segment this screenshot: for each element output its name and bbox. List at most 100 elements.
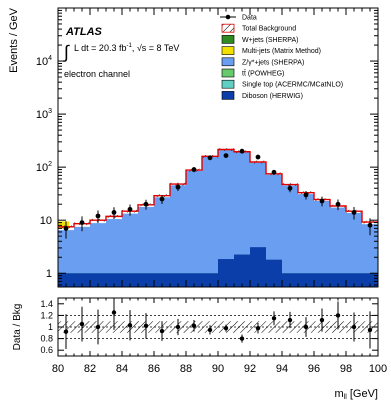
zgamma-bar [314,200,330,287]
legend-data-marker [225,14,231,20]
zgamma-bar [218,150,234,287]
x-tick-label: 96 [308,363,320,375]
x-tick-label: 94 [276,363,288,375]
diboson-bar [250,247,266,287]
zgamma-bar [186,170,202,287]
x-tick-label: 88 [180,363,192,375]
legend-color-swatch [221,35,235,44]
diboson-bar [314,273,330,287]
diboson-bar [362,273,378,287]
data-point [159,196,165,202]
x-axis-title: mll [GeV] [335,388,378,401]
legend-color-swatch [221,46,235,55]
legend: Data Total Background W+jets (SHERPA) Multi… [220,15,343,100]
zgamma-bar [234,152,250,287]
diboson-bar [298,273,314,287]
legend-color-swatch [221,91,235,100]
zgamma-bar [330,207,346,287]
data-point [95,213,101,219]
ratio-point [255,325,261,331]
legend-label: Data [242,15,257,22]
data-point [239,148,245,154]
legend-color-swatch [221,57,235,67]
multijet-bar [58,221,70,229]
diboson-bar [90,273,106,287]
legend-label: Multi-jets (Matrix Method) [242,48,321,55]
data-point [303,192,309,198]
diboson-bar [186,273,202,287]
data-point [255,154,261,160]
diboson-bar [202,273,218,287]
ratio-point [207,327,213,333]
data-point [143,201,149,207]
luminosity-label: L dt = 20.3 fb-1, √s = 8 TeV [74,43,179,53]
legend-label: Z/γ*+jets (SHERPA) [242,59,304,66]
x-tick-label: 86 [148,363,160,375]
data-point [335,201,341,207]
diboson-bar [154,273,170,287]
legend-label: Total Background [242,26,296,33]
ratio-gridlines [58,314,378,340]
x-axis-tick-labels: 80 82 84 86 88 90 92 94 96 98 100 [52,363,387,375]
y-tick-label-base: 10 [36,109,48,121]
luminosity-superscript: -1 [126,43,132,49]
data-point [127,206,133,212]
legend-label: Single top (ACERMC/MCatNLO) [242,82,343,89]
data-point [271,169,277,175]
ratio-point [335,313,341,318]
experiment-label: ATLAS [65,26,103,38]
data-point [367,222,373,228]
ratio-point [319,317,325,323]
y-axis-title: Events / GeV [8,7,20,72]
ratio-point [239,336,245,341]
background-stack [58,150,378,287]
ratio-axis-ticks: 0.60.8 1 1.21.4 [40,298,379,356]
ratio-point [271,316,277,321]
x-axis-title-unit: [GeV] [347,388,378,400]
ratio-y-tick-label: 0.8 [40,334,53,344]
y-tick-label: 1 [46,268,52,280]
data-point [191,167,197,172]
ratio-point [175,324,181,330]
y-tick-label-base: 10 [40,215,52,227]
legend-color-swatch [221,68,235,78]
zgamma-bar [346,212,362,287]
ratio-point [159,328,165,334]
legend-label: W+jets (SHERPA) [242,37,298,44]
zgamma-bar [202,156,218,287]
diboson-bar [234,254,250,287]
channel-label: electron channel [64,69,130,79]
ratio-point [303,324,309,330]
zgamma-bar [154,197,170,287]
data-point [351,210,357,215]
y-tick-label: 103 [36,108,52,121]
x-axis-title-subscript: ll [344,394,348,401]
data-point [319,198,325,204]
diboson-bar [74,273,90,287]
y-tick-label-exponent: 3 [48,108,52,115]
x-tick-label: 82 [84,363,96,375]
data-point [79,220,85,226]
x-tick-label: 98 [340,363,352,375]
data-point [175,184,181,190]
ratio-y-tick-label: 0.6 [40,345,53,355]
data-point [287,185,293,191]
ratio-y-axis-title: Data / Bkg [12,304,23,351]
diboson-bar [282,273,298,287]
legend-label: tt̄ (POWHEG) [242,70,284,78]
data-point [207,155,213,161]
diboson-bar [106,273,122,287]
ratio-point [223,325,229,331]
x-tick-label: 80 [52,363,64,375]
diboson-bar [218,259,234,287]
legend-label: Diboson (HERWIG) [242,93,303,100]
y-tick-label-base: 10 [36,56,48,68]
ratio-point [367,327,373,333]
zgamma-bar [90,223,106,287]
zgamma-bar [74,226,90,287]
data-point [111,210,117,215]
ratio-y-tick-label: 1.2 [40,310,53,320]
ratio-y-tick-label: 1 [48,322,53,332]
zgamma-bar [362,224,378,287]
